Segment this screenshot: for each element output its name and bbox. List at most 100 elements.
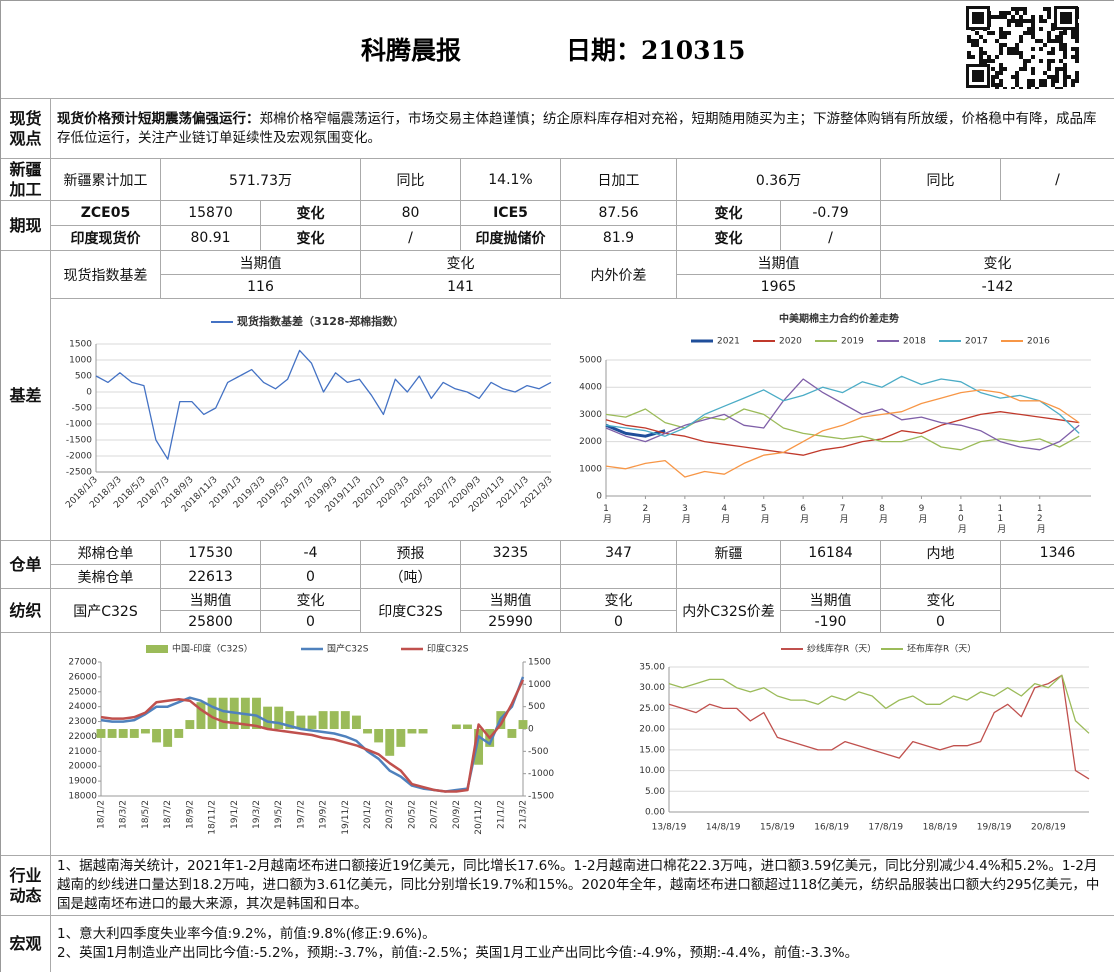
y-tick-label: -500: [528, 747, 549, 757]
y-tick-label: 3000: [579, 410, 602, 420]
x-tick-label: 4月: [719, 504, 730, 524]
y-tick-label: -500: [72, 404, 93, 414]
x-tick-label: 18/5/2: [141, 800, 151, 829]
cell: [677, 565, 781, 589]
x-tick-label: 11月: [995, 504, 1006, 534]
cell: 17530: [161, 541, 261, 565]
bar: [140, 729, 150, 734]
x-tick-label: 13/8/19: [652, 823, 687, 833]
bar: [296, 715, 306, 729]
industry-news: 1、据越南海关统计，2021年1-2月越南坯布进口额接近19亿美元，同比增长17…: [51, 856, 1114, 916]
cell: （吨）: [361, 565, 461, 589]
bar: [351, 715, 361, 729]
chart-area: [51, 633, 1114, 856]
y-tick-label: 1000: [579, 464, 602, 474]
y-tick-label: 1000: [528, 680, 551, 690]
x-tick-label: 14/8/19: [706, 823, 741, 833]
headline: 现货价格预计短期震荡偏强运行：: [57, 110, 260, 127]
cell: 同比: [361, 159, 461, 201]
bar: [363, 729, 372, 734]
macro-news: 1、意大利四季度失业率今值:9.2%，前值:9.8%(修正:9.6%)。 2、英国…: [51, 916, 1114, 972]
x-tick-label: 1月: [601, 504, 612, 524]
y-tick-label: -1500: [66, 436, 92, 446]
y-tick-label: 19000: [68, 777, 97, 787]
section-label: [1, 633, 51, 856]
cell: 80.91: [161, 226, 261, 251]
bar: [174, 729, 184, 738]
cell: 0: [261, 611, 361, 633]
bar: [451, 724, 461, 729]
bar: [152, 729, 161, 743]
cell: 80: [361, 201, 461, 226]
cell: ICE5: [461, 201, 561, 226]
y-tick-label: 500: [528, 702, 545, 712]
cell: 3235: [461, 541, 561, 565]
series-line: [605, 375, 1080, 437]
legend-label: 印度C32S: [427, 643, 469, 655]
chart: 18000 19000 20000 21000 22000 23000 24000 25000…: [68, 643, 554, 835]
legend-label: 2019: [841, 337, 864, 347]
y-tick-label: 500: [75, 372, 92, 382]
y-tick-label: -2500: [66, 468, 92, 478]
cell: /: [361, 226, 461, 251]
cell: 当期值: [677, 251, 881, 275]
series-line: [668, 674, 1090, 734]
bar: [396, 729, 406, 747]
y-tick-label: 26000: [68, 672, 97, 682]
bar: [163, 729, 173, 747]
cell: 变化: [261, 201, 361, 226]
x-tick-label: 18/9/2: [185, 800, 195, 829]
section-label: 纺织: [1, 589, 51, 633]
legend-swatch: [146, 645, 168, 653]
section-label: 行业动态: [1, 856, 51, 916]
cell: [561, 565, 677, 589]
bar: [96, 729, 106, 738]
cell: 116: [161, 275, 361, 299]
x-tick-label: 20/1/2: [363, 800, 373, 829]
cell: 变化: [881, 589, 1001, 611]
y-tick-label: 25000: [68, 687, 97, 697]
cell: 美棉仓单: [51, 565, 161, 589]
chart-area: [51, 299, 1114, 541]
chart: 0.00 5.00 10.00 15.00 20.00 25.00 30.00 35.00 13…: [639, 643, 1090, 833]
bar: [274, 706, 284, 729]
legend-label: 国产C32S: [327, 643, 369, 655]
y-tick-label: 22000: [68, 732, 97, 742]
x-tick-label: 20/8/19: [1031, 823, 1066, 833]
y-tick-label: 21000: [68, 747, 97, 757]
report-title: 科腾晨报: [361, 36, 462, 65]
x-tick-label: 6月: [798, 504, 809, 524]
cell: [781, 565, 881, 589]
legend-label: 坯布库存R（天）: [907, 643, 976, 655]
series-line: [668, 674, 1090, 780]
cell: 预报: [361, 541, 461, 565]
y-tick-label: 0: [528, 725, 534, 735]
bar: [318, 711, 328, 729]
chart-title: 中美期棉主力合约价差走势: [779, 312, 899, 325]
legend-label: 2018: [903, 337, 926, 347]
legend-label: 2016: [1027, 337, 1050, 347]
bar: [252, 697, 261, 729]
x-tick-label: 21/3/2: [519, 800, 529, 829]
cell: 内地: [881, 541, 1001, 565]
x-tick-label: 5月: [759, 504, 770, 524]
x-tick-label: 17/8/19: [868, 823, 903, 833]
cell: [881, 226, 1114, 251]
cell: 新疆: [677, 541, 781, 565]
bar: [196, 702, 206, 729]
cell: 印度抛储价: [461, 226, 561, 251]
x-tick-label: 19/3/2: [252, 800, 262, 829]
cell: ZCE05: [51, 201, 161, 226]
x-tick-label: 18/8/19: [923, 823, 958, 833]
x-tick-label: 19/11/2: [341, 800, 351, 835]
bar: [185, 720, 195, 729]
cell: 87.56: [561, 201, 677, 226]
cell: 印度C32S: [361, 589, 461, 633]
legend-label: 2021: [717, 337, 740, 347]
bar: [463, 724, 472, 729]
y-tick-label: 23000: [68, 717, 97, 727]
spot-view: 现货价格预计短期震荡偏强运行：郑棉价格窄幅震荡运行，市场交易主体趋谨慎；纺企原料…: [51, 99, 1114, 159]
cell: 印度现货价: [51, 226, 161, 251]
y-tick-label: 1500: [69, 340, 92, 350]
